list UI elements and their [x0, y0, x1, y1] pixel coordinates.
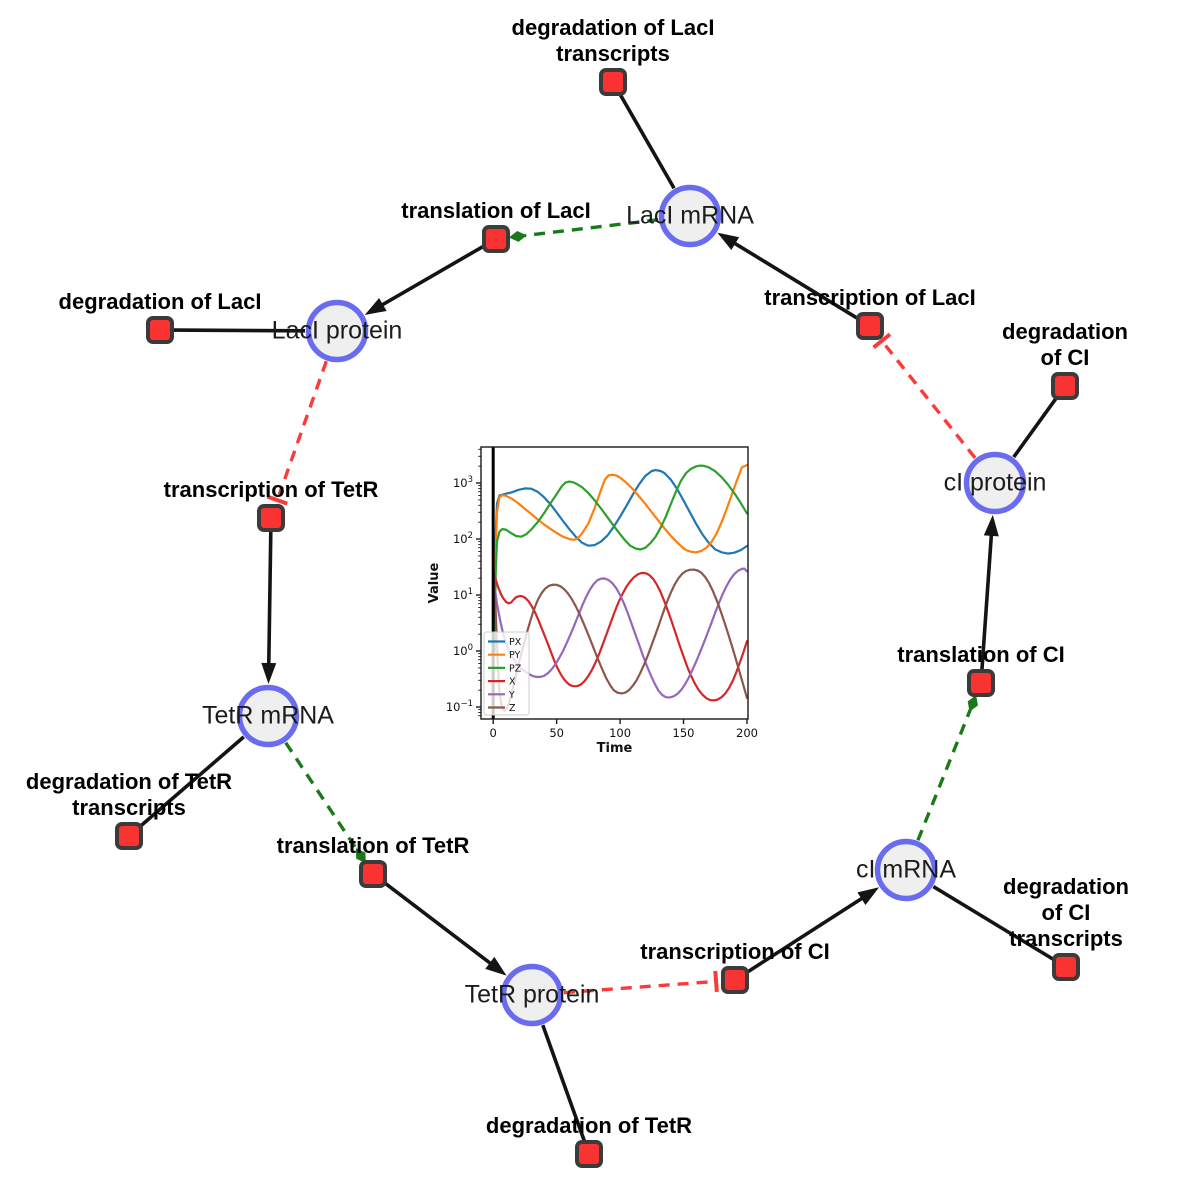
arrowhead: [485, 956, 507, 976]
series-line-PX: [493, 469, 748, 653]
reaction-node-transcription-of-tetr: [257, 504, 285, 532]
arrowhead: [983, 514, 999, 537]
reaction-node-translation-of-laci: [482, 225, 510, 253]
edge-inhibition-laci-protein-transcription-of-tetr: [266, 360, 328, 506]
species-node-ci-protein: [963, 451, 1027, 515]
species-node-tetr-mrna: [236, 684, 300, 748]
species-node-laci-protein: [305, 299, 369, 363]
arrowhead: [717, 232, 740, 251]
edge-inhibition-ci-protein-transcription-of-laci: [872, 332, 977, 460]
species-node-tetr-protein: [500, 963, 564, 1027]
reaction-node-degradation-of-ci: [1051, 372, 1079, 400]
svg-text:101: 101: [453, 587, 473, 602]
legend-label-Y: Y: [508, 690, 515, 701]
edges-layer: [137, 92, 1059, 1143]
legend-label-Z: Z: [509, 703, 516, 714]
reaction-node-transcription-of-ci: [721, 966, 749, 994]
svg-text:10−1: 10−1: [446, 699, 473, 714]
diamond-arrowhead: [355, 848, 366, 864]
inhibition-tbar: [713, 970, 719, 993]
edge-modifier-ci-mrna-translation-of-ci: [916, 695, 978, 841]
reaction-node-degradation-of-tetr-transcripts: [115, 822, 143, 850]
axes-frame: [480, 446, 749, 720]
edge-inhibition-tetr-protein-transcription-of-ci: [563, 970, 719, 995]
edge-product-laci-protein-translation-of-laci: [364, 243, 486, 315]
svg-text:0: 0: [490, 726, 497, 740]
edge-product-ci-mrna-transcription-of-ci: [744, 887, 880, 975]
edge-reactant-ci-protein-degradation-of-ci: [1012, 395, 1059, 459]
legend-label-X: X: [509, 677, 516, 688]
diamond-arrowhead: [967, 695, 978, 712]
reaction-node-degradation-of-laci-transcripts: [599, 68, 627, 96]
legend: PX PY PZ XYZ: [483, 631, 530, 716]
y-axis-label: Value: [427, 562, 442, 603]
svg-text:200: 200: [736, 726, 758, 740]
legend-label-PY: PY: [509, 650, 521, 661]
svg-text:150: 150: [673, 726, 695, 740]
species-node-ci-mrna: [874, 838, 938, 902]
series-line-X: [492, 571, 748, 702]
edge-modifier-tetr-mrna-translation-of-tetr: [284, 741, 366, 864]
reaction-node-degradation-of-ci-transcripts: [1052, 953, 1080, 981]
inhibition-tbar: [266, 494, 288, 506]
arrowhead: [261, 662, 277, 685]
edge-product-tetr-mrna-transcription-of-tetr: [261, 530, 277, 685]
inset-timecourse-plot: 0 50 100 150 20010−1100101102103TimeValuePXP…: [427, 446, 758, 756]
svg-text:103: 103: [453, 475, 473, 490]
legend-label-PZ: PZ: [509, 663, 522, 674]
series-line-PZ: [493, 464, 748, 653]
species-node-laci-mrna: [658, 184, 722, 248]
edge-reactant-tetr-protein-degradation-of-tetr: [541, 1024, 587, 1143]
svg-text:50: 50: [549, 726, 564, 740]
svg-text:102: 102: [453, 531, 473, 546]
reaction-node-translation-of-ci: [967, 669, 995, 697]
arrowhead: [857, 887, 880, 905]
reaction-node-degradation-of-laci: [146, 316, 174, 344]
y-axis: 10−1 100 101 102 103: [446, 448, 481, 717]
legend-label-PX: PX: [509, 637, 522, 648]
edge-modifier-laci-mrna-translation-of-laci: [508, 218, 659, 242]
diamond-arrowhead: [508, 230, 527, 242]
edge-product-tetr-protein-translation-of-tetr: [382, 880, 507, 976]
x-axis-label: Time: [597, 741, 633, 756]
svg-text:100: 100: [609, 726, 631, 740]
edge-reactant-tetr-mrna-degradation-of-tetr-transcripts: [137, 735, 245, 829]
x-axis: 0 50 100 150 200: [490, 719, 758, 740]
inhibition-tbar: [872, 332, 892, 349]
reaction-node-transcription-of-laci: [856, 312, 884, 340]
reaction-node-translation-of-tetr: [359, 860, 387, 888]
edge-product-ci-protein-translation-of-ci: [980, 514, 999, 671]
nodes-layer: [115, 68, 1080, 1168]
edge-reactant-laci-mrna-degradation-of-laci-transcripts: [617, 92, 676, 190]
series-line-PY: [493, 463, 748, 653]
edge-product-laci-mrna-transcription-of-laci: [717, 232, 860, 321]
arrowhead: [364, 297, 387, 315]
edge-reactant-laci-protein-degradation-of-laci: [172, 328, 306, 333]
svg-text:100: 100: [453, 643, 473, 658]
reaction-node-degradation-of-tetr: [575, 1140, 603, 1168]
edge-reactant-ci-mrna-degradation-of-ci-transcripts: [932, 885, 1056, 962]
